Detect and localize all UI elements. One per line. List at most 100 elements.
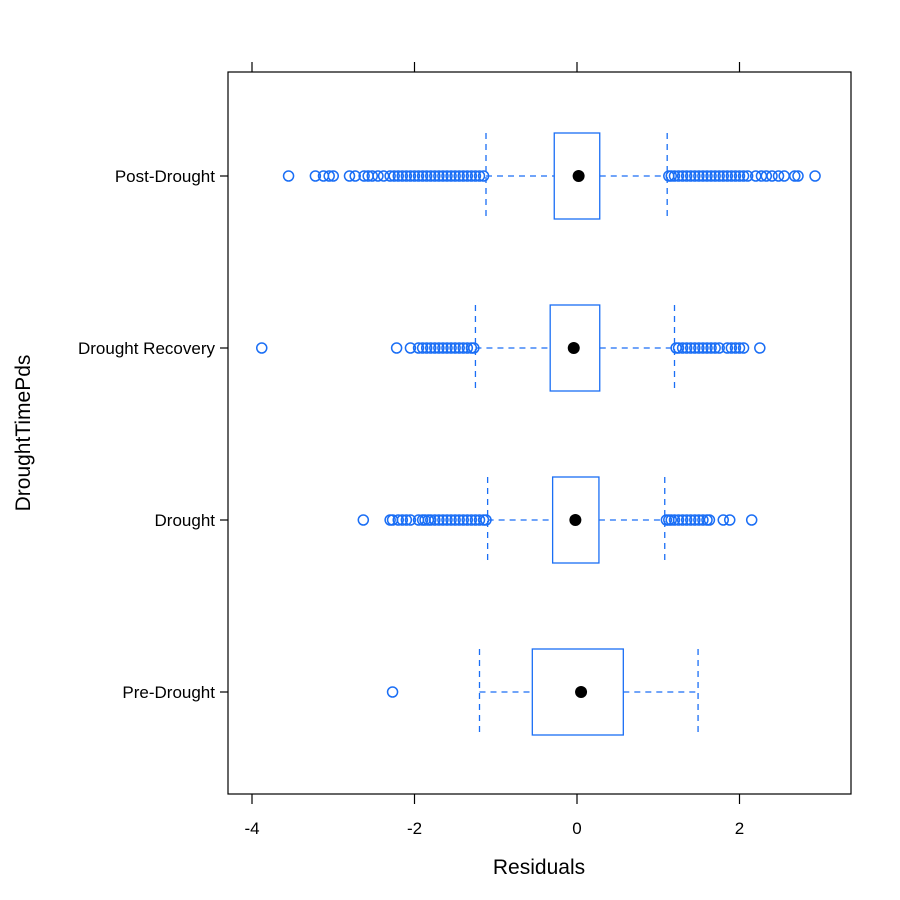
outlier-point [420,342,433,354]
outlier-point [468,342,480,354]
outlier-point [709,342,721,354]
outlier-point [404,170,417,182]
outlier-point [453,170,465,182]
outlier-point [437,514,449,526]
outlier-point [323,170,335,182]
outlier-point [461,170,474,182]
outlier-point [697,514,709,526]
outlier-point [697,170,709,182]
outlier-point [721,342,734,354]
outlier-point [680,170,693,182]
outlier-point [469,170,482,182]
outlier-point [445,170,457,182]
iqr-box [551,476,600,564]
outlier-point [480,514,492,526]
outlier-point [676,170,689,182]
outlier-point [689,170,701,182]
boxes [256,132,821,736]
outlier-point [809,170,821,182]
outlier-point [729,170,742,182]
outlier-point [433,342,445,354]
median-dot [575,686,588,698]
category-label: Drought [155,511,216,530]
outlier-point [689,342,701,354]
outlier-point [390,342,403,354]
outlier-point [400,170,413,182]
iqr-box [531,648,624,736]
outlier-point [685,514,697,526]
outlier-point [473,170,486,182]
outlier-point [717,170,729,182]
outlier-point [741,170,754,182]
outlier-point [453,514,465,526]
outlier-point [445,514,457,526]
outlier-point [384,170,396,182]
box-group [282,132,821,220]
outlier-point [396,514,409,526]
outlier-point [703,514,716,526]
outlier-point [392,514,404,526]
outlier-point [693,170,705,182]
median-dot [572,170,585,182]
plot-frame [227,71,852,795]
x-tick-label: 2 [735,819,744,838]
outlier-point [372,170,384,182]
outlier-point [429,342,441,354]
median-dot [567,342,580,354]
outlier-point [441,342,453,354]
outlier-point [676,514,689,526]
outlier-point [733,342,746,354]
outlier-point [737,342,750,354]
outlier-point [477,170,490,182]
outlier-point [685,342,697,354]
outlier-point [701,170,713,182]
outlier-point [327,170,339,182]
outlier-point [680,514,693,526]
outlier-point [754,342,766,354]
outlier-point [420,170,433,182]
outlier-point [453,342,465,354]
outlier-point [433,170,445,182]
outlier-point [680,342,693,354]
outlier-point [689,514,701,526]
box-group [386,648,699,736]
outlier-point [437,342,449,354]
outlier-point [388,170,400,182]
outlier-point [461,342,474,354]
outlier-point [685,170,697,182]
outlier-point [672,514,685,526]
x-tick-label: -2 [407,819,422,838]
outlier-point [713,342,725,354]
outlier-point [392,170,404,182]
outlier-point [441,514,453,526]
box-group [256,304,766,392]
iqr-box [549,304,601,392]
outlier-point [343,170,356,182]
outlier-point [425,170,437,182]
outlier-point [465,514,478,526]
outlier-point [349,170,361,182]
outlier-point [449,342,461,354]
outlier-point [668,514,681,526]
outlier-point [725,170,738,182]
axis-ticks: -4 -2 0 2 Pre-Drought Drought Drought Recovery… [78,62,744,838]
outlier-point [737,170,750,182]
outlier-point [429,514,441,526]
outlier-point [256,342,268,354]
outlier-point [465,170,478,182]
outlier-point [449,170,461,182]
y-axis-title: DroughtTimePds [12,355,35,512]
outlier-point [705,170,717,182]
outlier-point [449,514,461,526]
outlier-point [705,342,717,354]
outlier-point [724,514,736,526]
outlier-point [461,514,474,526]
outlier-point [733,170,746,182]
outlier-point [408,170,421,182]
outlier-point [429,170,441,182]
outlier-point [792,170,804,182]
outlier-point [416,170,429,182]
outlier-point [425,514,437,526]
outlier-point [729,342,742,354]
